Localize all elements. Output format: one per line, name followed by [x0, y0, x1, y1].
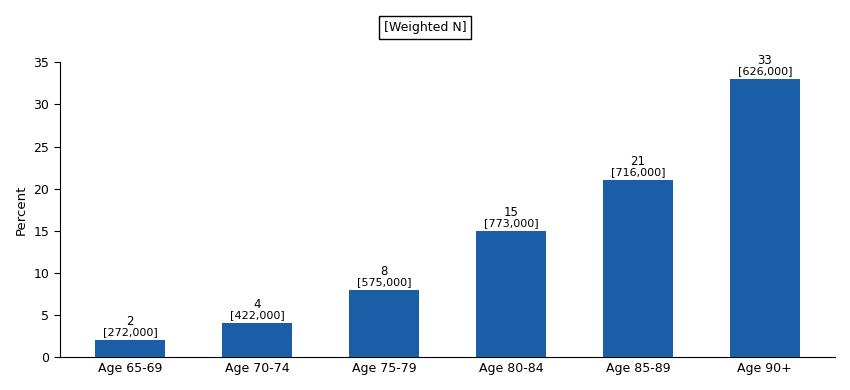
Bar	[603, 180, 673, 357]
Text: 33: 33	[757, 54, 772, 67]
Bar	[730, 79, 800, 357]
Bar	[222, 323, 292, 357]
Text: [716,000]: [716,000]	[610, 167, 666, 177]
Bar	[95, 340, 165, 357]
Text: [575,000]: [575,000]	[357, 277, 411, 287]
Y-axis label: Percent: Percent	[15, 184, 28, 235]
Text: [272,000]: [272,000]	[103, 327, 157, 337]
Text: 4: 4	[253, 298, 261, 311]
Text: 21: 21	[631, 155, 645, 168]
Text: 15: 15	[503, 206, 518, 218]
Bar	[349, 290, 419, 357]
Text: 8: 8	[380, 264, 388, 278]
Text: [Weighted N]: [Weighted N]	[383, 21, 467, 34]
Text: [626,000]: [626,000]	[738, 66, 792, 76]
Text: [773,000]: [773,000]	[484, 218, 538, 228]
Bar	[476, 231, 546, 357]
Text: [422,000]: [422,000]	[230, 310, 285, 321]
Text: 2: 2	[127, 315, 133, 328]
